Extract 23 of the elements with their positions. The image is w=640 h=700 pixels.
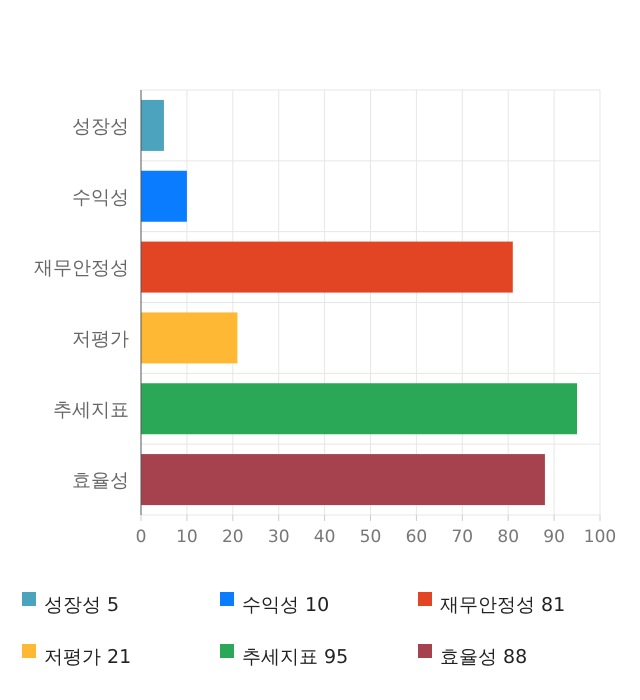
x-tick-label: 60	[406, 527, 428, 547]
legend-label: 재무안정성 81	[440, 594, 566, 616]
y-tick-label: 저평가	[72, 328, 129, 350]
x-tick-label: 90	[543, 527, 565, 547]
x-tick-label: 50	[360, 527, 382, 547]
legend-label: 수익성 10	[242, 594, 330, 616]
legend-label: 성장성 5	[44, 594, 120, 616]
x-tick-label: 70	[451, 527, 474, 547]
y-tick-label: 성장성	[72, 115, 129, 138]
y-tick-label: 재무안정성	[34, 257, 129, 280]
y-tick-label: 효율성	[72, 470, 129, 492]
x-tick-label: 100	[584, 527, 616, 547]
y-tick-label: 수익성	[72, 186, 129, 208]
x-tick-label: 20	[222, 527, 244, 547]
legend-label: 효율성 88	[440, 646, 528, 668]
x-tick-label: 30	[268, 527, 290, 547]
x-tick-label: 80	[497, 527, 520, 547]
x-tick-label: 40	[314, 527, 336, 547]
y-tick-label: 추세지표	[53, 398, 129, 421]
x-tick-label: 0	[136, 527, 146, 547]
x-tick-label: 10	[176, 527, 198, 547]
legend-label: 추세지표 95	[242, 646, 348, 668]
legend-label: 저평가 21	[44, 646, 132, 668]
